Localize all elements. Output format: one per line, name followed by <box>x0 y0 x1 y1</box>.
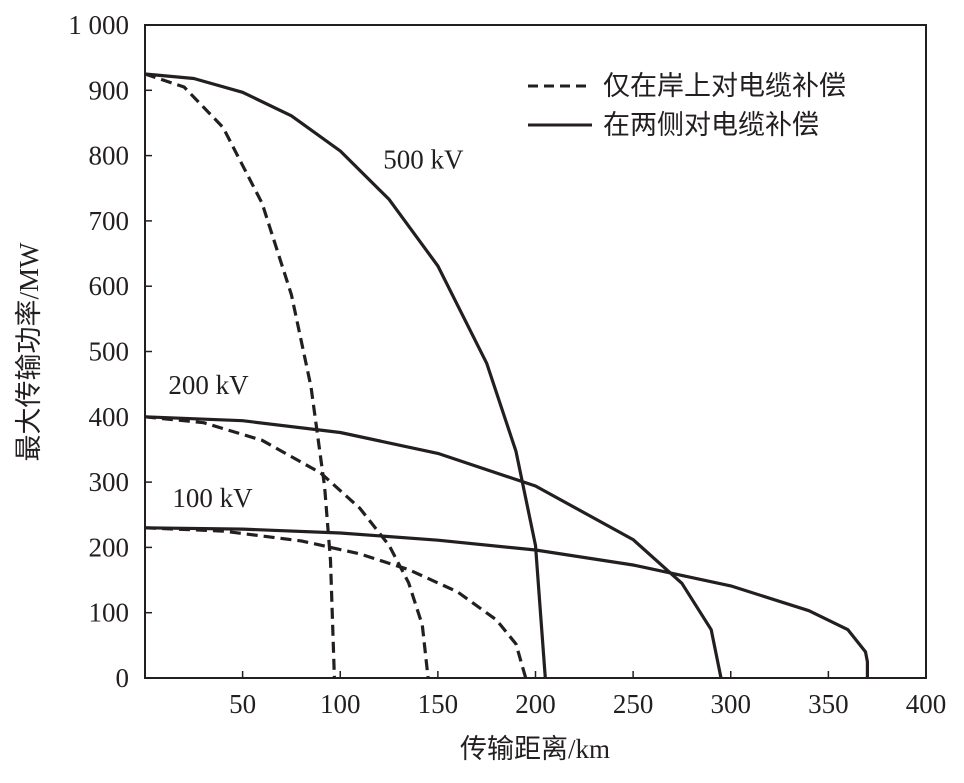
y-tick-label: 400 <box>89 402 130 432</box>
voltage-annotation: 100 kV <box>172 483 253 513</box>
series-line-3 <box>144 415 430 679</box>
series-line-1 <box>144 72 336 679</box>
annotations: 500 kV 200 kV 100 kV <box>168 145 464 513</box>
legend-label-solid: 在两侧对电缆补偿 <box>603 110 819 140</box>
x-tick-label: 100 <box>320 689 361 719</box>
series-line-4 <box>144 526 869 678</box>
legend: 仅在岸上对电缆补偿 在两侧对电缆补偿 <box>528 71 846 140</box>
y-tick-label: 100 <box>89 598 130 628</box>
y-tick-label: 200 <box>89 532 130 562</box>
series-line-5 <box>144 526 528 679</box>
y-tick-label: 300 <box>89 467 130 497</box>
x-tick-label: 250 <box>613 689 654 719</box>
legend-label-dashed: 仅在岸上对电缆补偿 <box>603 71 846 101</box>
x-tick-label: 400 <box>906 689 947 719</box>
y-tick-label: 600 <box>89 271 130 301</box>
y-tick-label: 0 <box>116 663 130 693</box>
y-axis-label: 最大传输功率/MW <box>14 242 44 462</box>
x-axis-label: 传输距离/km <box>460 734 610 764</box>
voltage-annotation: 200 kV <box>168 370 249 400</box>
y-tick-label: 900 <box>89 75 130 105</box>
x-tick-label: 300 <box>711 689 752 719</box>
series-line-2 <box>144 415 723 679</box>
y-tick-label: 700 <box>89 206 130 236</box>
voltage-annotation: 500 kV <box>383 145 464 175</box>
ticks-layer: 50 100 150 200 250 300 350 400 0 100 200 300 400 500 6… <box>68 10 946 719</box>
x-tick-label: 200 <box>515 689 556 719</box>
x-tick-label: 350 <box>808 689 849 719</box>
y-tick-label: 800 <box>89 141 130 171</box>
y-tick-label: 500 <box>89 337 130 367</box>
x-tick-label: 50 <box>229 689 256 719</box>
series-layer <box>144 72 869 679</box>
x-tick-label: 150 <box>418 689 459 719</box>
y-tick-label: 1 000 <box>68 10 129 40</box>
